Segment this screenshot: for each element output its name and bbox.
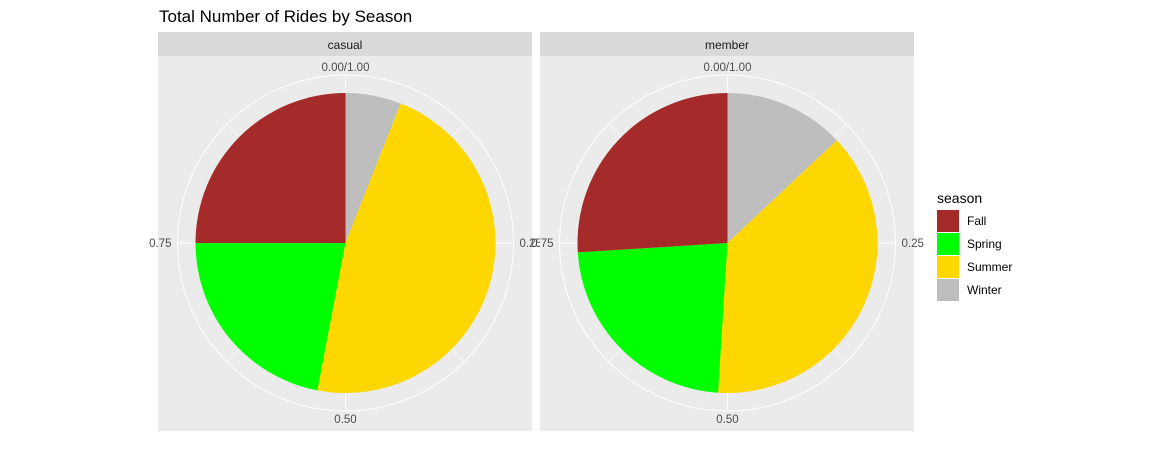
legend-label: Spring bbox=[967, 237, 1002, 251]
pie-slice-spring bbox=[195, 243, 346, 391]
minor-grid-line bbox=[608, 348, 622, 363]
legend-key-fall bbox=[937, 210, 959, 232]
facet-strip-label: member bbox=[705, 38, 749, 52]
facet-panel-member: member 0.00/1.00 0.25 0.50 0.75 bbox=[531, 32, 924, 431]
pie-slice-fall bbox=[577, 93, 728, 253]
legend-key-summer bbox=[937, 256, 959, 278]
chart-title: Total Number of Rides by Season bbox=[159, 7, 412, 26]
outer-grid-circle bbox=[559, 74, 896, 412]
legend-items: Fall Spring Summer Winter bbox=[937, 210, 1012, 301]
theta-tick-label: 0.00/1.00 bbox=[322, 62, 370, 74]
minor-grid-line bbox=[608, 123, 622, 138]
minor-grid-line bbox=[226, 123, 240, 138]
minor-grid-line bbox=[451, 123, 465, 138]
minor-grid-line bbox=[833, 123, 847, 138]
pie-slice-winter bbox=[727, 93, 837, 243]
facet-panel-casual: casual 0.00/1.00 0.25 0.50 0.75 bbox=[149, 32, 542, 431]
theta-tick-label: 0.75 bbox=[531, 238, 553, 250]
pie-slice-spring bbox=[577, 243, 728, 393]
pie-slice-summer bbox=[317, 103, 496, 394]
legend-label: Winter bbox=[967, 283, 1002, 297]
legend-title: season bbox=[937, 190, 982, 206]
legend: season Fall Spring Summer Winter bbox=[937, 190, 1012, 301]
facet-strip-label: casual bbox=[328, 38, 363, 52]
theta-tick-label: 0.50 bbox=[716, 414, 738, 426]
legend-key-spring bbox=[937, 233, 959, 255]
facet-panels: casual 0.00/1.00 0.25 0.50 0.75 member 0.00/1.… bbox=[149, 32, 924, 431]
theta-tick-label: 0.00/1.00 bbox=[704, 62, 752, 74]
theta-tick-label: 0.25 bbox=[902, 238, 924, 250]
minor-grid-line bbox=[226, 348, 240, 363]
legend-label: Fall bbox=[967, 214, 986, 228]
pie-slice-summer bbox=[718, 140, 878, 393]
pie-slice-winter bbox=[345, 93, 401, 243]
legend-label: Summer bbox=[967, 260, 1012, 274]
minor-grid-line bbox=[451, 348, 465, 363]
facet-strip bbox=[540, 32, 914, 56]
theta-tick-label: 0.25 bbox=[520, 238, 542, 250]
legend-key-winter bbox=[937, 279, 959, 301]
facet-strip bbox=[158, 32, 532, 56]
theta-tick-label: 0.75 bbox=[149, 238, 171, 250]
pie-slice-fall bbox=[195, 93, 346, 243]
minor-grid-line bbox=[833, 348, 847, 363]
outer-grid-circle bbox=[177, 74, 514, 412]
theta-tick-label: 0.50 bbox=[334, 414, 356, 426]
